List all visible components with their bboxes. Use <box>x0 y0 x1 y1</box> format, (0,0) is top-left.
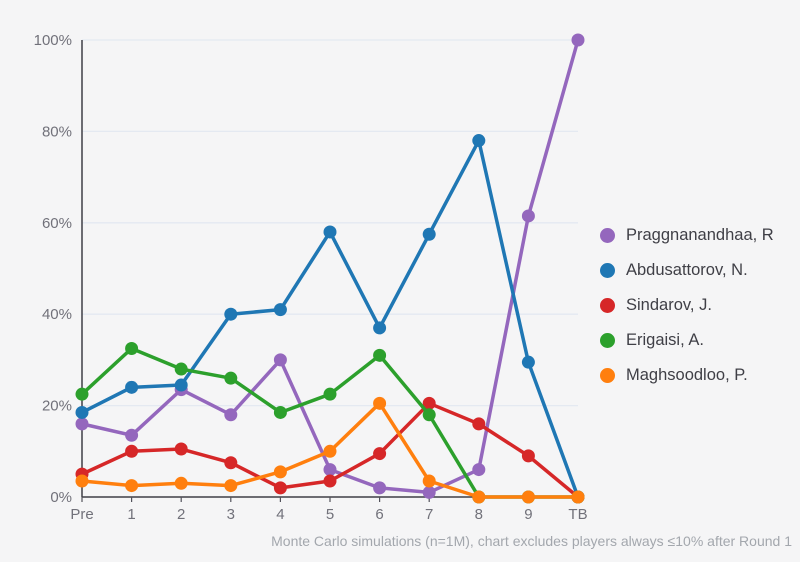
x-tick-label-8: 8 <box>475 506 483 523</box>
data-point <box>174 362 188 376</box>
data-point <box>521 355 535 369</box>
data-point <box>273 353 287 367</box>
x-tick-label-5: 5 <box>326 506 334 523</box>
data-point <box>472 463 486 477</box>
legend-item-praggnanandhaa: Praggnanandhaa, R <box>600 218 774 253</box>
data-point <box>224 456 238 470</box>
data-point <box>75 474 89 488</box>
data-point <box>224 307 238 321</box>
data-point <box>323 444 337 458</box>
y-tick-label-40: 40% <box>42 306 72 323</box>
legend-item-sindarov: Sindarov, J. <box>600 288 774 323</box>
legend-swatch-erigaisi <box>600 333 615 348</box>
data-point <box>373 481 387 495</box>
data-point <box>521 449 535 463</box>
legend-swatch-maghsoodloo <box>600 368 615 383</box>
data-point <box>472 134 486 148</box>
data-point <box>323 463 337 477</box>
data-point <box>125 444 139 458</box>
data-point <box>125 479 139 493</box>
data-point <box>125 428 139 442</box>
x-tick-label-1: 1 <box>127 506 135 523</box>
y-tick-label-100: 100% <box>34 32 72 49</box>
data-point <box>323 474 337 488</box>
legend-item-abdusattorov: Abdusattorov, N. <box>600 253 774 288</box>
data-point <box>224 371 238 385</box>
data-point <box>75 387 89 401</box>
x-tick-label-7: 7 <box>425 506 433 523</box>
data-point <box>521 490 535 504</box>
chart-caption: Monte Carlo simulations (n=1M), chart ex… <box>271 533 792 549</box>
legend-label-erigaisi: Erigaisi, A. <box>626 331 704 349</box>
x-tick-label-6: 6 <box>375 506 383 523</box>
data-point <box>224 479 238 493</box>
series-line-Abdusattorov, N. <box>80 138 580 499</box>
x-tick-label-4: 4 <box>276 506 284 523</box>
data-point <box>422 408 436 422</box>
data-point <box>422 396 436 410</box>
data-point <box>373 447 387 461</box>
data-point <box>472 490 486 504</box>
data-point <box>422 227 436 241</box>
x-tick-label-Pre: Pre <box>70 506 93 523</box>
x-tick-label-2: 2 <box>177 506 185 523</box>
y-tick-label-60: 60% <box>42 215 72 232</box>
data-point <box>125 380 139 394</box>
legend-swatch-praggnanandhaa <box>600 228 615 243</box>
data-point <box>422 485 436 499</box>
data-point <box>174 378 188 392</box>
legend-label-abdusattorov: Abdusattorov, N. <box>626 261 748 279</box>
data-point <box>273 481 287 495</box>
data-point <box>373 321 387 335</box>
data-point <box>422 474 436 488</box>
x-tick-label-3: 3 <box>227 506 235 523</box>
series-line-Praggnanandhaa, R <box>80 38 580 495</box>
data-point <box>174 442 188 456</box>
legend-swatch-sindarov <box>600 298 615 313</box>
data-point <box>75 417 89 431</box>
data-point <box>373 348 387 362</box>
data-point <box>273 303 287 317</box>
data-point <box>75 405 89 419</box>
y-tick-label-20: 20% <box>42 398 72 415</box>
data-point <box>323 225 337 239</box>
legend-swatch-abdusattorov <box>600 263 615 278</box>
data-point <box>273 465 287 479</box>
x-tick-label-9: 9 <box>524 506 532 523</box>
chart-legend: Praggnanandhaa, R Abdusattorov, N. Sinda… <box>600 218 774 393</box>
legend-label-maghsoodloo: Maghsoodloo, P. <box>626 366 748 384</box>
legend-item-erigaisi: Erigaisi, A. <box>600 323 774 358</box>
legend-label-sindarov: Sindarov, J. <box>626 296 712 314</box>
data-point <box>174 476 188 490</box>
legend-item-maghsoodloo: Maghsoodloo, P. <box>600 358 774 393</box>
data-point <box>273 405 287 419</box>
data-point <box>571 33 585 47</box>
x-tick-label-TB: TB <box>568 506 587 523</box>
data-point <box>125 341 139 355</box>
data-point <box>472 417 486 431</box>
data-point <box>323 387 337 401</box>
data-point <box>521 209 535 223</box>
legend-label-praggnanandhaa: Praggnanandhaa, R <box>626 226 774 244</box>
data-point <box>373 396 387 410</box>
data-point <box>224 408 238 422</box>
data-point <box>571 490 585 504</box>
y-tick-label-80: 80% <box>42 123 72 140</box>
y-tick-label-0: 0% <box>50 489 72 506</box>
